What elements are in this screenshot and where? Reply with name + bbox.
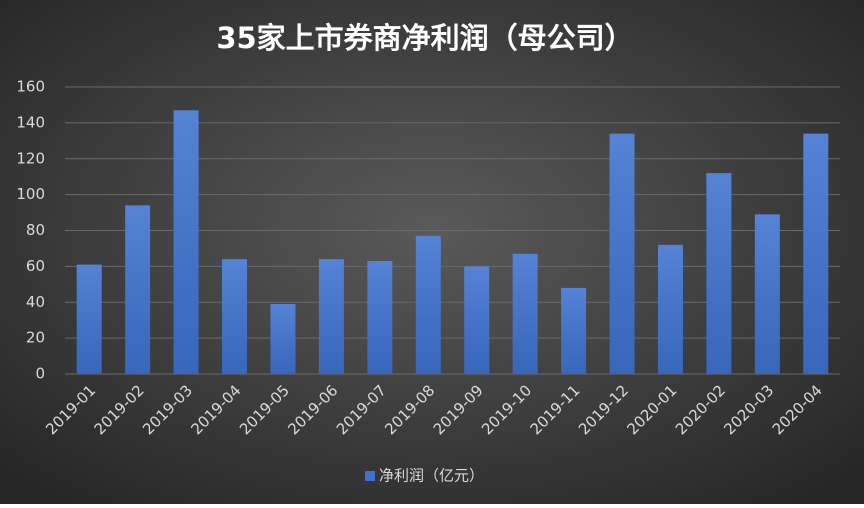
legend-swatch	[365, 471, 375, 481]
bar-shade	[173, 110, 199, 374]
bar-shade	[76, 264, 102, 374]
chart-title: 35家上市券商净利润（母公司）	[216, 21, 633, 55]
bar-shade	[512, 253, 538, 374]
y-tick-label: 160	[16, 78, 45, 96]
bar-shade	[415, 235, 441, 374]
y-tick-label: 20	[26, 329, 45, 347]
bar-shade	[125, 205, 151, 374]
bar-shade	[609, 133, 635, 374]
bar-shade	[561, 287, 587, 374]
bar-shade	[803, 133, 829, 374]
y-tick-label: 100	[16, 185, 45, 203]
y-tick-label: 40	[26, 293, 45, 311]
y-tick-label: 0	[35, 365, 45, 383]
bar-shade	[367, 260, 393, 374]
bar-shade	[706, 173, 732, 374]
y-tick-label: 80	[26, 221, 45, 239]
bar-shade	[222, 259, 248, 374]
legend-label: 净利润（亿元）	[379, 467, 484, 485]
y-tick-label: 140	[16, 113, 45, 131]
bar-shade	[464, 266, 490, 374]
y-tick-label: 120	[16, 149, 45, 167]
y-tick-label: 60	[26, 257, 45, 275]
bar-shade	[270, 304, 296, 374]
bar-shade	[318, 259, 344, 374]
bar-shade	[754, 214, 780, 374]
bar-shade	[657, 244, 683, 374]
